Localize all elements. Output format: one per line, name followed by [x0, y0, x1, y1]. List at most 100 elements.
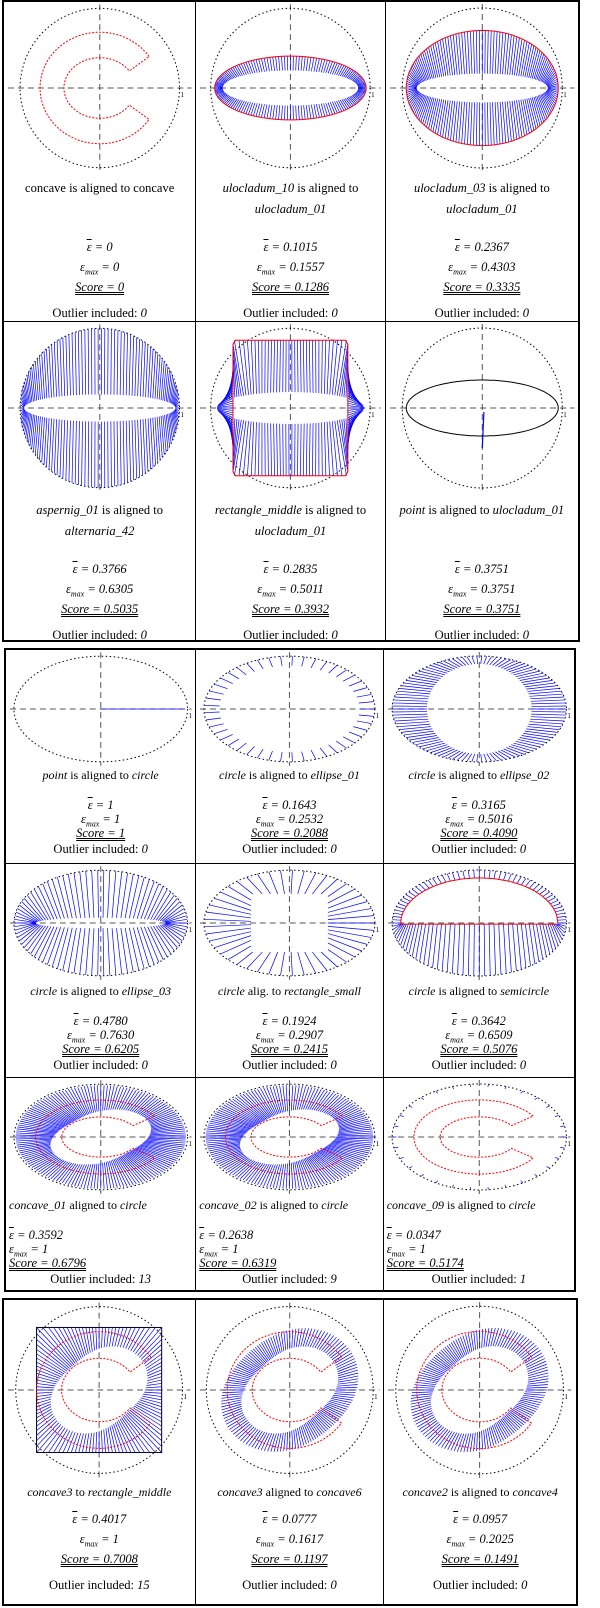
- correspondence-line: [146, 1365, 162, 1374]
- correspondence-line: [276, 1433, 281, 1452]
- correspondence-line: [397, 903, 407, 907]
- epsilon-max-symbol: ε: [445, 812, 451, 826]
- correspondence-line: [144, 1104, 168, 1119]
- correspondence-line: [101, 1327, 103, 1349]
- correspondence-line: [347, 410, 364, 419]
- correspondence-line: [301, 751, 305, 762]
- correspondence-line: [156, 416, 161, 461]
- correspondence-line: [520, 1180, 523, 1184]
- correspondence-line: [513, 742, 537, 750]
- correspondence-line: [152, 417, 156, 465]
- correspondence-line: [334, 101, 341, 113]
- eps-max-value: 0.7630: [99, 1028, 135, 1042]
- correspondence-line: [298, 1427, 304, 1446]
- correspondence-line: [328, 1144, 369, 1156]
- caption-text: is aligned to: [294, 181, 359, 195]
- correspondence-line: [503, 748, 520, 757]
- correspondence-line: [206, 1137, 243, 1140]
- correspondence-line: [24, 412, 29, 435]
- correspondence-line: [503, 1416, 517, 1432]
- boundary-circle: [391, 869, 567, 977]
- correspondence-line: [144, 926, 160, 963]
- outlier-value: 0: [522, 628, 530, 642]
- correspondence-line: [242, 1093, 269, 1120]
- correspondence-line: [127, 1091, 143, 1111]
- correspondence-line: [494, 31, 498, 74]
- correspondence-line: [349, 680, 363, 687]
- correspondence-line: [102, 1085, 105, 1111]
- correspondence-line: [61, 1163, 77, 1184]
- correspondence-line: [559, 1147, 565, 1149]
- correspondence-line: [273, 1433, 279, 1452]
- eps-max-value: 0.4303: [481, 260, 516, 274]
- correspondence-line: [158, 358, 163, 400]
- correspondence-line: [41, 353, 45, 399]
- max-subscript: max: [450, 1035, 464, 1045]
- correspondence-line: [399, 923, 409, 946]
- correspondence-line: [420, 96, 430, 122]
- correspondence-line: [20, 408, 25, 415]
- correspondence-line: [415, 923, 423, 960]
- correspondence-line: [524, 44, 532, 78]
- max-error: εmax = 0.5016: [384, 812, 574, 832]
- correspondence-line: [451, 872, 456, 881]
- correspondence-line: [228, 738, 240, 747]
- correspondence-line: [509, 1411, 527, 1424]
- correspondence-line: [70, 1432, 79, 1453]
- correspondence-line: [527, 1363, 548, 1372]
- correspondence-line: [423, 1421, 440, 1435]
- correspondence-line: [15, 1132, 55, 1136]
- correspondence-line: [318, 103, 323, 118]
- correspondence-line: [520, 1345, 537, 1359]
- correspondence-line: [206, 927, 252, 935]
- correspondence-line: [532, 924, 539, 962]
- correspondence-line: [128, 1411, 162, 1441]
- eps-max-value: 1: [232, 1242, 239, 1256]
- correspondence-line: [392, 713, 428, 716]
- eps-max-value: 0.6305: [98, 582, 134, 596]
- mean-error: ε = 0.0347: [384, 1228, 574, 1243]
- correspondence-line: [431, 924, 438, 968]
- correspondence-line: [134, 419, 138, 479]
- correspondence-line: [513, 1407, 532, 1418]
- correspondence-line: [294, 1428, 299, 1448]
- correspondence-line: [334, 1355, 354, 1366]
- score-line: Score = 0.6796: [9, 1256, 86, 1270]
- correspondence-line: [230, 98, 238, 108]
- correspondence-line: [236, 1364, 256, 1374]
- caption-text: concave is aligned to concave: [25, 181, 175, 195]
- correspondence-line: [130, 1150, 166, 1171]
- symbol: =: [274, 812, 289, 826]
- correspondence-line: [221, 95, 230, 102]
- alignment-caption: concave is aligned to concave: [4, 178, 195, 199]
- correspondence-line: [393, 1125, 399, 1127]
- correspondence-line: [122, 1154, 149, 1181]
- correspondence-line: [308, 104, 312, 119]
- correspondence-line: [343, 68, 351, 78]
- correspondence-line: [128, 927, 140, 971]
- correspondence-line: [209, 931, 252, 942]
- correspondence-line: [221, 1405, 242, 1414]
- correspondence-line: [62, 337, 66, 397]
- correspondence-line: [254, 340, 258, 394]
- correspondence-line: [211, 1146, 241, 1156]
- correspondence-line: [306, 1421, 316, 1440]
- epsilon-max-symbol: ε: [445, 1028, 451, 1042]
- correspondence-line: [117, 1327, 124, 1347]
- correspondence-line: [538, 94, 549, 117]
- correspondence-line: [527, 688, 560, 692]
- correspondence-line: [31, 366, 36, 402]
- symbol: Score =: [443, 602, 486, 616]
- correspondence-line: [114, 1422, 128, 1453]
- caption-text: is aligned to: [98, 503, 163, 517]
- correspondence-line: [264, 104, 268, 118]
- outlier-value: 0: [519, 1058, 527, 1072]
- correspondence-line: [258, 340, 260, 394]
- correspondence-line: [327, 1145, 368, 1158]
- correspondence-line: [223, 1410, 243, 1419]
- correspondence-line: [246, 1353, 263, 1367]
- result-cell: 1 concave_01 aligned to circle ε = 0.3592 ε…: [6, 1078, 197, 1292]
- correspondence-line: [215, 89, 224, 93]
- correspondence-line: [318, 1410, 336, 1424]
- correspondence-line: [551, 903, 561, 907]
